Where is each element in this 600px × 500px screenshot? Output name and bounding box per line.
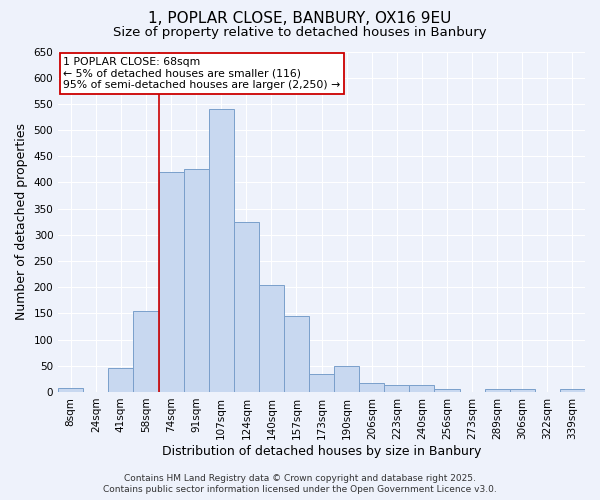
Bar bbox=[385, 384, 409, 392]
Bar bbox=[133, 311, 158, 392]
Bar bbox=[58, 388, 83, 392]
Bar bbox=[510, 390, 535, 392]
Bar bbox=[109, 368, 133, 392]
Bar bbox=[434, 389, 460, 392]
Bar bbox=[259, 284, 284, 392]
Text: 1 POPLAR CLOSE: 68sqm
← 5% of detached houses are smaller (116)
95% of semi-deta: 1 POPLAR CLOSE: 68sqm ← 5% of detached h… bbox=[64, 56, 341, 90]
Text: 1, POPLAR CLOSE, BANBURY, OX16 9EU: 1, POPLAR CLOSE, BANBURY, OX16 9EU bbox=[148, 11, 452, 26]
Bar bbox=[485, 390, 510, 392]
Bar bbox=[409, 384, 434, 392]
Bar bbox=[234, 222, 259, 392]
Bar bbox=[284, 316, 309, 392]
Bar bbox=[334, 366, 359, 392]
Bar bbox=[209, 109, 234, 392]
Bar bbox=[309, 374, 334, 392]
Text: Size of property relative to detached houses in Banbury: Size of property relative to detached ho… bbox=[113, 26, 487, 39]
X-axis label: Distribution of detached houses by size in Banbury: Distribution of detached houses by size … bbox=[162, 444, 481, 458]
Bar bbox=[184, 170, 209, 392]
Bar bbox=[359, 383, 385, 392]
Text: Contains HM Land Registry data © Crown copyright and database right 2025.
Contai: Contains HM Land Registry data © Crown c… bbox=[103, 474, 497, 494]
Y-axis label: Number of detached properties: Number of detached properties bbox=[15, 123, 28, 320]
Bar bbox=[560, 390, 585, 392]
Bar bbox=[158, 172, 184, 392]
